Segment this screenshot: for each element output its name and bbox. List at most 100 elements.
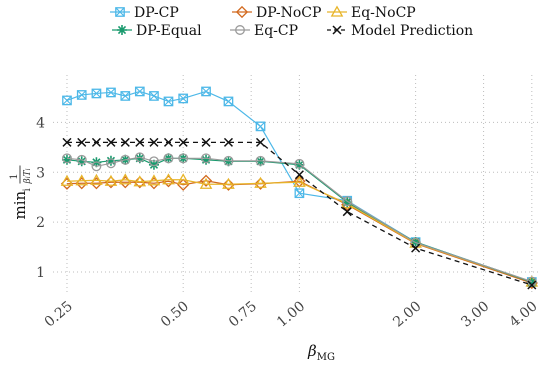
series-2-point — [222, 178, 235, 191]
axes-layer: 0.25 0.50 0.75 1.00 2.00 3.00 4.00 1 2 3 4 — [36, 115, 541, 330]
series-5-point — [223, 155, 234, 166]
series-4-point — [76, 156, 87, 167]
series-2-point — [254, 177, 267, 190]
series-3-point — [60, 174, 74, 186]
x-tick-label: 0.75 — [226, 298, 260, 330]
series-5-point — [62, 153, 72, 164]
series-6-point — [163, 137, 174, 147]
y-tick-label: 4 — [36, 115, 45, 131]
legend-swatch-marker — [330, 5, 344, 17]
series-3-point — [254, 176, 267, 188]
legend-label: DP-Equal — [136, 23, 202, 39]
series-5-point — [149, 156, 159, 167]
y-axis-label-min-sub: i — [22, 188, 33, 191]
x-axis-label: βMG — [307, 342, 335, 363]
legend-layer: DP-CP DP-NoCP Eq-NoCP DP-Equal Eq-CP Model Pr… — [110, 5, 473, 39]
series-6-point — [255, 137, 266, 147]
series-3-point — [199, 177, 213, 189]
series-6-point — [120, 137, 130, 147]
series-6-point — [106, 137, 116, 147]
series-5-point — [120, 154, 131, 165]
series-4-point — [61, 154, 72, 165]
y-axis-label-min: min — [11, 190, 29, 219]
series-4-point — [105, 155, 116, 166]
series-3-point — [118, 173, 132, 185]
legend-swatch-marker — [332, 25, 342, 35]
series-1-point — [120, 91, 131, 101]
series-1-point — [255, 121, 266, 132]
series-6-point — [62, 137, 72, 147]
series-5-point — [410, 237, 421, 248]
series-1-point — [178, 93, 189, 104]
series-layer — [60, 86, 539, 290]
series-4-point — [134, 153, 145, 164]
series-4-point — [148, 159, 159, 170]
series-1-point — [163, 96, 174, 107]
legend-label: Model Prediction — [351, 23, 473, 39]
series-6-point — [342, 207, 352, 217]
series-6-point — [77, 137, 87, 147]
series-6-point — [294, 170, 304, 180]
series-4-point — [201, 154, 212, 165]
legend-label: DP-NoCP — [256, 5, 321, 21]
series-5-point — [106, 158, 116, 169]
series-3-point — [293, 175, 306, 187]
x-tick-label: 4.00 — [507, 298, 541, 330]
legend-label: Eq-CP — [254, 23, 298, 39]
series-3-point — [90, 173, 103, 185]
series-1-point — [134, 86, 145, 97]
series-6-point — [527, 280, 537, 290]
legend-swatch-marker — [235, 25, 245, 35]
legend-swatch-marker — [235, 5, 249, 19]
series-1-point — [91, 88, 102, 99]
series-5-point — [342, 196, 353, 207]
series-6-point — [91, 137, 101, 147]
y-tick-label: 1 — [36, 265, 45, 281]
series-1-point — [149, 91, 159, 101]
series-1-point — [223, 96, 234, 107]
y-tick-label: 3 — [36, 165, 45, 181]
series-5-point — [76, 154, 87, 165]
y-axis-label-frac-num: 1 — [9, 173, 20, 179]
series-3-point — [222, 177, 235, 189]
series-1-point — [76, 90, 87, 100]
series-line-5 — [66, 156, 533, 283]
legend-label: DP-CP — [134, 5, 179, 21]
series-5-point — [255, 155, 266, 166]
y-axis-label-frac-den: βiTi — [23, 168, 33, 184]
series-3-point — [162, 173, 175, 185]
legend-swatch-marker — [117, 25, 127, 35]
series-3-point — [133, 175, 147, 187]
x-tick-label: 0.50 — [158, 298, 192, 330]
series-3-point — [104, 174, 118, 186]
x-tick-label: 0.25 — [42, 298, 76, 330]
series-5-point — [294, 158, 305, 169]
series-1-point — [201, 86, 211, 97]
series-line-1 — [66, 90, 533, 283]
series-4-point — [294, 159, 305, 170]
series-1-point — [62, 95, 72, 106]
series-5-point — [134, 152, 145, 163]
series-5-point — [178, 153, 189, 164]
legend-label: Eq-NoCP — [351, 5, 416, 21]
series-line-6 — [66, 141, 533, 286]
series-6-point — [411, 243, 421, 253]
series-3-point — [176, 173, 190, 185]
series-2-point — [199, 174, 213, 187]
x-tick-label: 1.00 — [274, 298, 308, 330]
series-4-point — [526, 277, 537, 288]
series-1-point — [294, 188, 305, 199]
series-5-point — [163, 153, 174, 164]
series-6-point — [223, 137, 233, 147]
series-3-point — [147, 174, 161, 186]
y-tick-label: 2 — [36, 215, 45, 231]
series-6-point — [149, 137, 159, 147]
series-5-point — [91, 161, 102, 172]
series-1-point — [106, 87, 116, 98]
series-6-point — [201, 137, 211, 147]
series-2-point — [177, 178, 190, 191]
